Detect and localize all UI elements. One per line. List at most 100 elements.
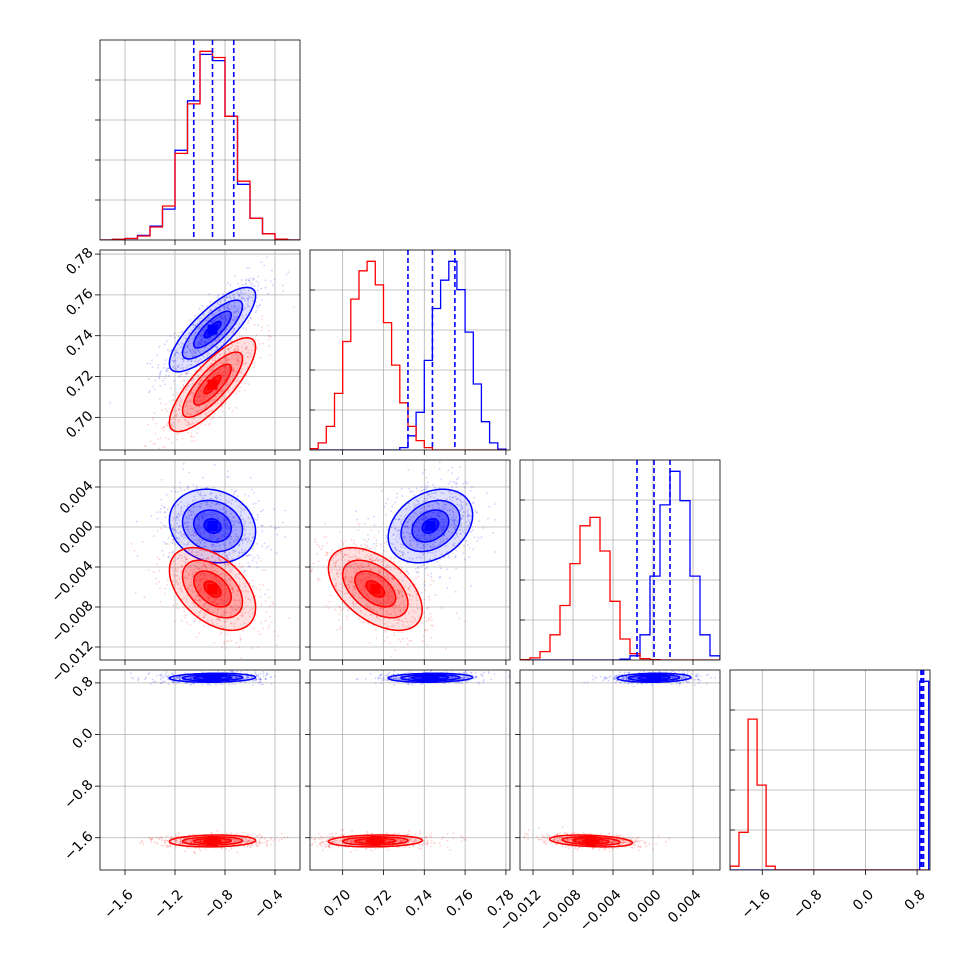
sample-point [229,541,232,544]
sample-point [218,552,221,554]
sample-point [423,616,426,618]
sample-point [243,571,246,573]
sample-point [466,511,469,513]
sample-point [260,318,263,321]
sample-point [244,533,247,535]
sample-point [456,497,459,500]
sample-point [240,637,242,640]
sample-point [443,504,445,506]
sample-point [445,498,448,501]
sample-point [267,627,269,629]
sample-point [201,337,204,340]
sample-point [440,491,443,494]
sample-point [184,558,187,560]
sample-point [190,554,193,556]
sample-point [226,561,229,564]
sample-point [204,567,207,569]
sample-point [379,571,381,574]
sample-point [216,346,219,349]
sample-point [240,371,243,374]
sample-point [258,343,261,345]
sample-point [402,600,405,602]
sample-point [334,564,337,567]
sample-point [109,401,112,404]
sample-point [187,572,190,574]
sample-point [335,560,338,563]
sample-point [189,407,192,410]
sample-point [426,497,428,500]
sample-point [222,388,225,391]
sample-point [416,526,419,528]
sample-point [198,595,200,598]
sample-point [215,575,218,578]
sample-point [274,675,276,678]
sample-point [239,602,242,605]
sample-point [377,578,379,580]
sample-point [191,423,193,426]
sample-point [422,543,425,546]
sample-point [459,509,461,512]
sample-point [167,375,170,377]
sample-point [159,678,162,681]
sample-point [226,381,229,384]
sample-point [245,347,247,350]
sample-point [246,541,249,543]
sample-point [375,575,378,578]
sample-point [222,371,224,374]
sample-point [185,569,188,572]
sample-point [390,542,393,545]
sample-point [394,538,397,540]
sample-point [327,607,330,609]
sample-point [199,611,202,614]
sample-point [432,543,434,546]
sample-point [208,538,211,540]
sample-point [152,680,155,683]
sample-point [394,546,397,549]
sample-point [206,557,209,560]
sample-point [392,624,395,627]
density-peak-marker [207,324,218,335]
sample-point [424,589,426,591]
sample-point [210,362,213,365]
sample-point [243,508,246,511]
sample-point [185,600,188,603]
sample-point [232,609,235,612]
sample-point [221,315,223,318]
sample-point [240,671,243,673]
sample-point [198,632,200,635]
sample-point [161,550,164,552]
sample-point [246,346,248,349]
sample-point [244,520,247,523]
sample-point [179,405,182,408]
sample-point [200,599,203,601]
sample-point [242,577,244,580]
sample-point [407,626,410,628]
sample-point [231,339,233,341]
sample-point [203,494,206,497]
sample-point [203,591,206,594]
sample-point [406,531,408,534]
sample-point [231,549,234,552]
sample-point [218,399,221,401]
sample-point [439,524,442,527]
sample-point [402,551,405,554]
sample-point [213,577,216,580]
sample-point [230,622,233,625]
sample-point [158,376,161,379]
sample-point [199,589,202,592]
sample-point [454,481,456,484]
sample-point [206,366,209,369]
sample-point [464,532,466,535]
sample-point [186,526,189,528]
sample-point [178,556,180,559]
sample-point [238,599,241,602]
sample-point [207,607,210,610]
sample-point [170,399,173,402]
sample-point [436,535,439,538]
sample-point [200,335,202,338]
sample-point [429,612,432,615]
sample-point [184,556,186,559]
sample-point [368,605,371,608]
sample-point [238,585,241,588]
sample-point [347,579,350,581]
